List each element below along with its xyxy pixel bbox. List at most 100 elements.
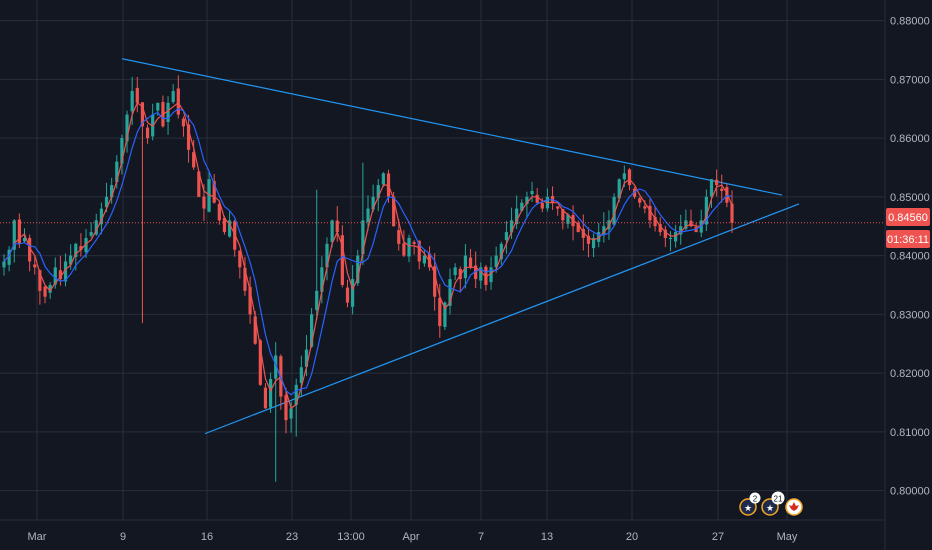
candle-body (22, 237, 27, 242)
candle-body (448, 279, 452, 306)
candle-body (438, 297, 442, 327)
event-count-badge (749, 492, 761, 504)
candle-body (238, 250, 242, 268)
candle-body (632, 188, 637, 197)
candle-body (253, 316, 257, 344)
candle-body (304, 349, 309, 367)
candle-body (366, 208, 370, 223)
candle-body (263, 387, 268, 409)
x-tick-label: Apr (402, 531, 419, 543)
event-marker[interactable]: ★ 2 (739, 492, 761, 516)
candle-body (576, 222, 580, 233)
candle-body (535, 194, 539, 203)
candle-body (617, 179, 621, 199)
candle-body (289, 408, 293, 419)
candle-body (376, 185, 380, 199)
x-tick-label: May (777, 531, 798, 543)
event-marker[interactable] (785, 498, 803, 516)
candle-body (397, 230, 401, 244)
y-tick-label: 0.86000 (890, 133, 930, 145)
candle-body (192, 152, 196, 168)
candle-body (704, 196, 708, 225)
candle-body (597, 232, 601, 242)
flag-au-icon[interactable] (739, 498, 757, 516)
event-count-label: 21 (774, 495, 783, 504)
candle-body (443, 302, 447, 327)
candle-body (530, 190, 534, 195)
candle-body (243, 267, 247, 291)
candle-body (330, 220, 334, 242)
candle-body (653, 216, 657, 227)
x-tick-label: 13:00 (337, 531, 365, 543)
candle-body (658, 224, 662, 233)
upper-trendline[interactable] (121, 58, 783, 196)
candle-body (361, 220, 365, 255)
time-axis[interactable]: Mar 9 16 23 13:00 Apr 7 13 20 27 May (28, 531, 798, 543)
candle-body (79, 246, 83, 250)
flag-au-glyph: ★ (744, 503, 752, 513)
candle-body (227, 220, 232, 237)
candle-body (166, 102, 170, 123)
candle-body (130, 91, 134, 112)
candle-body (84, 237, 88, 253)
candle-body (110, 185, 114, 198)
candle-body (325, 243, 329, 268)
candle-body (474, 265, 478, 280)
candle-body (171, 91, 175, 103)
candle-body (181, 118, 186, 127)
candles (2, 75, 734, 482)
candle-body (274, 355, 278, 379)
candle-body (720, 188, 724, 191)
candle-body (540, 202, 544, 209)
candle-body (315, 290, 319, 311)
x-tick-label: 23 (286, 531, 298, 543)
candle-body (310, 314, 314, 347)
candle-body (63, 261, 68, 282)
candle-body (53, 267, 57, 285)
candle-body (612, 196, 616, 225)
candle-body (730, 203, 734, 223)
candle-body (2, 261, 6, 268)
candle-body (135, 87, 139, 103)
candle-body (489, 267, 493, 283)
candle-body (591, 237, 596, 249)
candle-body (715, 179, 719, 186)
candle-body (197, 171, 201, 197)
candle-body (38, 270, 42, 291)
candle-body (515, 208, 519, 224)
candle-body (258, 340, 262, 385)
candle-body (509, 220, 514, 233)
event-count-badge (771, 491, 785, 505)
candle-body (74, 243, 78, 257)
candle-body (453, 267, 457, 276)
event-marker[interactable]: ★ 21 (761, 491, 785, 516)
candle-body (94, 220, 98, 235)
y-tick-label: 0.85000 (890, 192, 930, 204)
candle-body (622, 173, 626, 180)
candle-body (499, 243, 503, 260)
price-axis[interactable]: 0.88000 0.87000 0.86000 0.85000 0.84000 0.830… (890, 16, 930, 498)
candle-body (689, 220, 693, 227)
y-tick-label: 0.83000 (890, 309, 930, 321)
maple-leaf-icon (789, 502, 799, 511)
candle-body (186, 124, 191, 150)
candle-body (402, 243, 406, 256)
candle-body (176, 88, 180, 115)
y-tick-label: 0.84000 (890, 251, 930, 263)
candle-body (89, 232, 93, 236)
candle-body (299, 367, 303, 384)
economic-events[interactable]: ★ 2 ★ 21 (739, 491, 803, 516)
candle-body (433, 266, 437, 297)
candle-body (43, 286, 47, 297)
last-price-badge (886, 208, 930, 226)
candle-body (222, 217, 227, 233)
y-tick-label: 0.88000 (890, 16, 930, 28)
candle-body (381, 173, 385, 185)
candle-body (602, 226, 606, 234)
candle-body (345, 287, 350, 303)
candle-body (248, 287, 252, 315)
lower-trendline[interactable] (204, 203, 800, 435)
candle-body (407, 237, 411, 257)
